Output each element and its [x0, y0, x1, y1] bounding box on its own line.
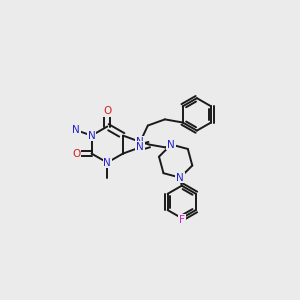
Text: N: N: [136, 137, 144, 147]
Text: O: O: [72, 148, 80, 159]
Text: N: N: [136, 142, 144, 152]
Text: N: N: [88, 130, 95, 141]
Text: N: N: [167, 140, 175, 149]
Text: N: N: [103, 158, 111, 168]
Text: O: O: [103, 106, 111, 116]
Text: F: F: [179, 215, 185, 225]
Text: N: N: [72, 125, 80, 135]
Text: N: N: [176, 172, 184, 183]
